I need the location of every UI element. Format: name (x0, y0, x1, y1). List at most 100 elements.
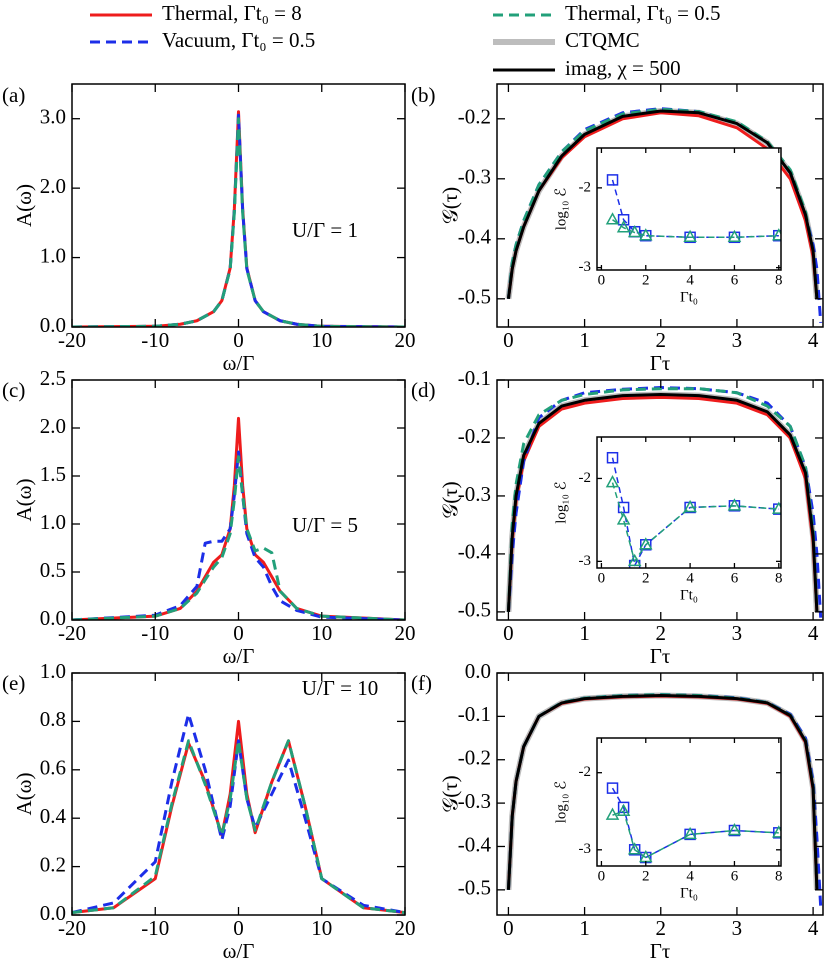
marker-triangle (605, 212, 620, 225)
y-tick-label: 1.0 (40, 659, 66, 683)
marker-triangle (772, 228, 781, 241)
x-tick-label: -20 (58, 328, 86, 352)
series-line (611, 179, 779, 239)
marker-triangle (727, 229, 742, 243)
plot-area (72, 712, 405, 915)
x-tick-label: -10 (141, 621, 169, 645)
y-tick-label: -0.5 (458, 285, 491, 309)
series-line (72, 117, 405, 327)
axes-frame (71, 379, 406, 621)
annotation: U/Γ = 1 (292, 218, 358, 242)
y-tick-label: -0.3 (458, 165, 491, 189)
y-tick-label: -2 (579, 470, 592, 486)
marker-square (617, 214, 630, 226)
x-tick-label: 0 (503, 916, 514, 940)
y-tick-label: -0.4 (458, 832, 492, 856)
y-axis-label: 𝒢(τ) (438, 187, 462, 224)
x-tick-label: 4 (686, 570, 694, 586)
y-tick-label: 0.0 (40, 313, 66, 337)
inset-background (597, 148, 781, 270)
x-tick-label: 4 (686, 272, 694, 288)
series-line (72, 712, 405, 915)
y-tick-label: 0.0 (40, 901, 66, 925)
axes-frame (496, 379, 824, 621)
y-tick-label: 1.0 (40, 510, 66, 534)
panel-label: (f) (411, 671, 432, 695)
x-tick-label: 2 (656, 621, 667, 645)
x-tick-label: -20 (58, 621, 86, 645)
y-axis-label: A(ω) (12, 184, 36, 227)
axes-frame (596, 147, 782, 271)
plot-area (605, 451, 781, 568)
y-tick-label: 0.8 (40, 707, 66, 731)
series-line (611, 787, 779, 859)
y-tick-label: 0.5 (40, 558, 66, 582)
y-tick-label: 1.0 (40, 243, 66, 267)
y-tick-label: 0.4 (40, 804, 67, 828)
x-tick-label: 3 (732, 328, 743, 352)
y-tick-label: 1.5 (40, 462, 66, 486)
y-axis-label: 𝒢(τ) (438, 481, 462, 518)
y-tick-label: 2.0 (40, 174, 66, 198)
x-tick-label: -20 (58, 916, 86, 940)
x-tick-label: 20 (395, 328, 416, 352)
y-tick-label: -0.5 (458, 598, 491, 622)
y-tick-label: -2 (579, 179, 592, 195)
marker-triangle (616, 512, 631, 525)
y-tick-label: 2.5 (40, 366, 66, 390)
y-tick-label: -0.2 (458, 424, 491, 448)
y-tick-label: -0.2 (458, 746, 491, 770)
legend-label: Thermal, Γt₀ = 0.5 (565, 1, 721, 25)
x-tick-label: 10 (311, 328, 332, 352)
y-axis-label: log₁₀ ℰ (553, 481, 569, 523)
axes-frame (496, 83, 824, 328)
x-axis-label: Γt₀ (680, 587, 698, 603)
panel-label: (b) (411, 83, 436, 107)
y-tick-label: 0.2 (40, 852, 66, 876)
x-tick-label: 6 (731, 272, 739, 288)
series-line (506, 107, 819, 299)
x-axis-label: Γτ (650, 939, 671, 963)
x-axis-label: Γt₀ (680, 885, 698, 901)
plot-area (605, 782, 781, 864)
y-tick-label: -0.3 (458, 789, 491, 813)
x-tick-label: 2 (642, 868, 650, 884)
series-line (612, 219, 779, 239)
x-tick-label: 3 (732, 916, 743, 940)
x-tick-label: 0 (598, 868, 606, 884)
x-tick-label: 8 (775, 272, 783, 288)
y-tick-label: -0.4 (458, 225, 492, 249)
y-tick-label: 0.6 (40, 756, 66, 780)
x-tick-label: -10 (141, 916, 169, 940)
series-line (611, 482, 779, 563)
x-axis-label: Γτ (650, 644, 671, 668)
marker-triangle (627, 224, 642, 238)
marker-square (606, 782, 619, 794)
legend-label: Thermal, Γt₀ = 8 (162, 1, 302, 25)
y-tick-label: -0.2 (458, 105, 491, 129)
x-tick-label: 8 (775, 570, 783, 586)
marker-triangle (639, 537, 653, 550)
marker-triangle (683, 826, 697, 840)
y-tick-label: -0.5 (458, 876, 491, 900)
y-tick-label: -3 (579, 259, 592, 275)
y-tick-label: 3.0 (40, 105, 66, 129)
y-axis-label: A(ω) (12, 773, 36, 816)
legend-label: CTQMC (565, 28, 640, 52)
annotation: U/Γ = 10 (302, 676, 378, 700)
marker-triangle (616, 803, 631, 817)
y-tick-label: -3 (579, 841, 592, 857)
x-tick-label: 6 (731, 570, 739, 586)
x-tick-label: 0 (598, 570, 606, 586)
x-tick-label: 20 (395, 916, 416, 940)
plot-area (72, 416, 405, 620)
panel-label: (e) (2, 671, 25, 695)
marker-square (606, 174, 619, 186)
legend-label: Vacuum, Γt₀ = 0.5 (162, 28, 315, 52)
series-line (72, 455, 405, 620)
x-axis-label: Γt₀ (680, 289, 698, 305)
y-tick-label: -0.1 (458, 366, 491, 390)
marker-triangle (627, 842, 642, 855)
series-line (72, 739, 405, 915)
